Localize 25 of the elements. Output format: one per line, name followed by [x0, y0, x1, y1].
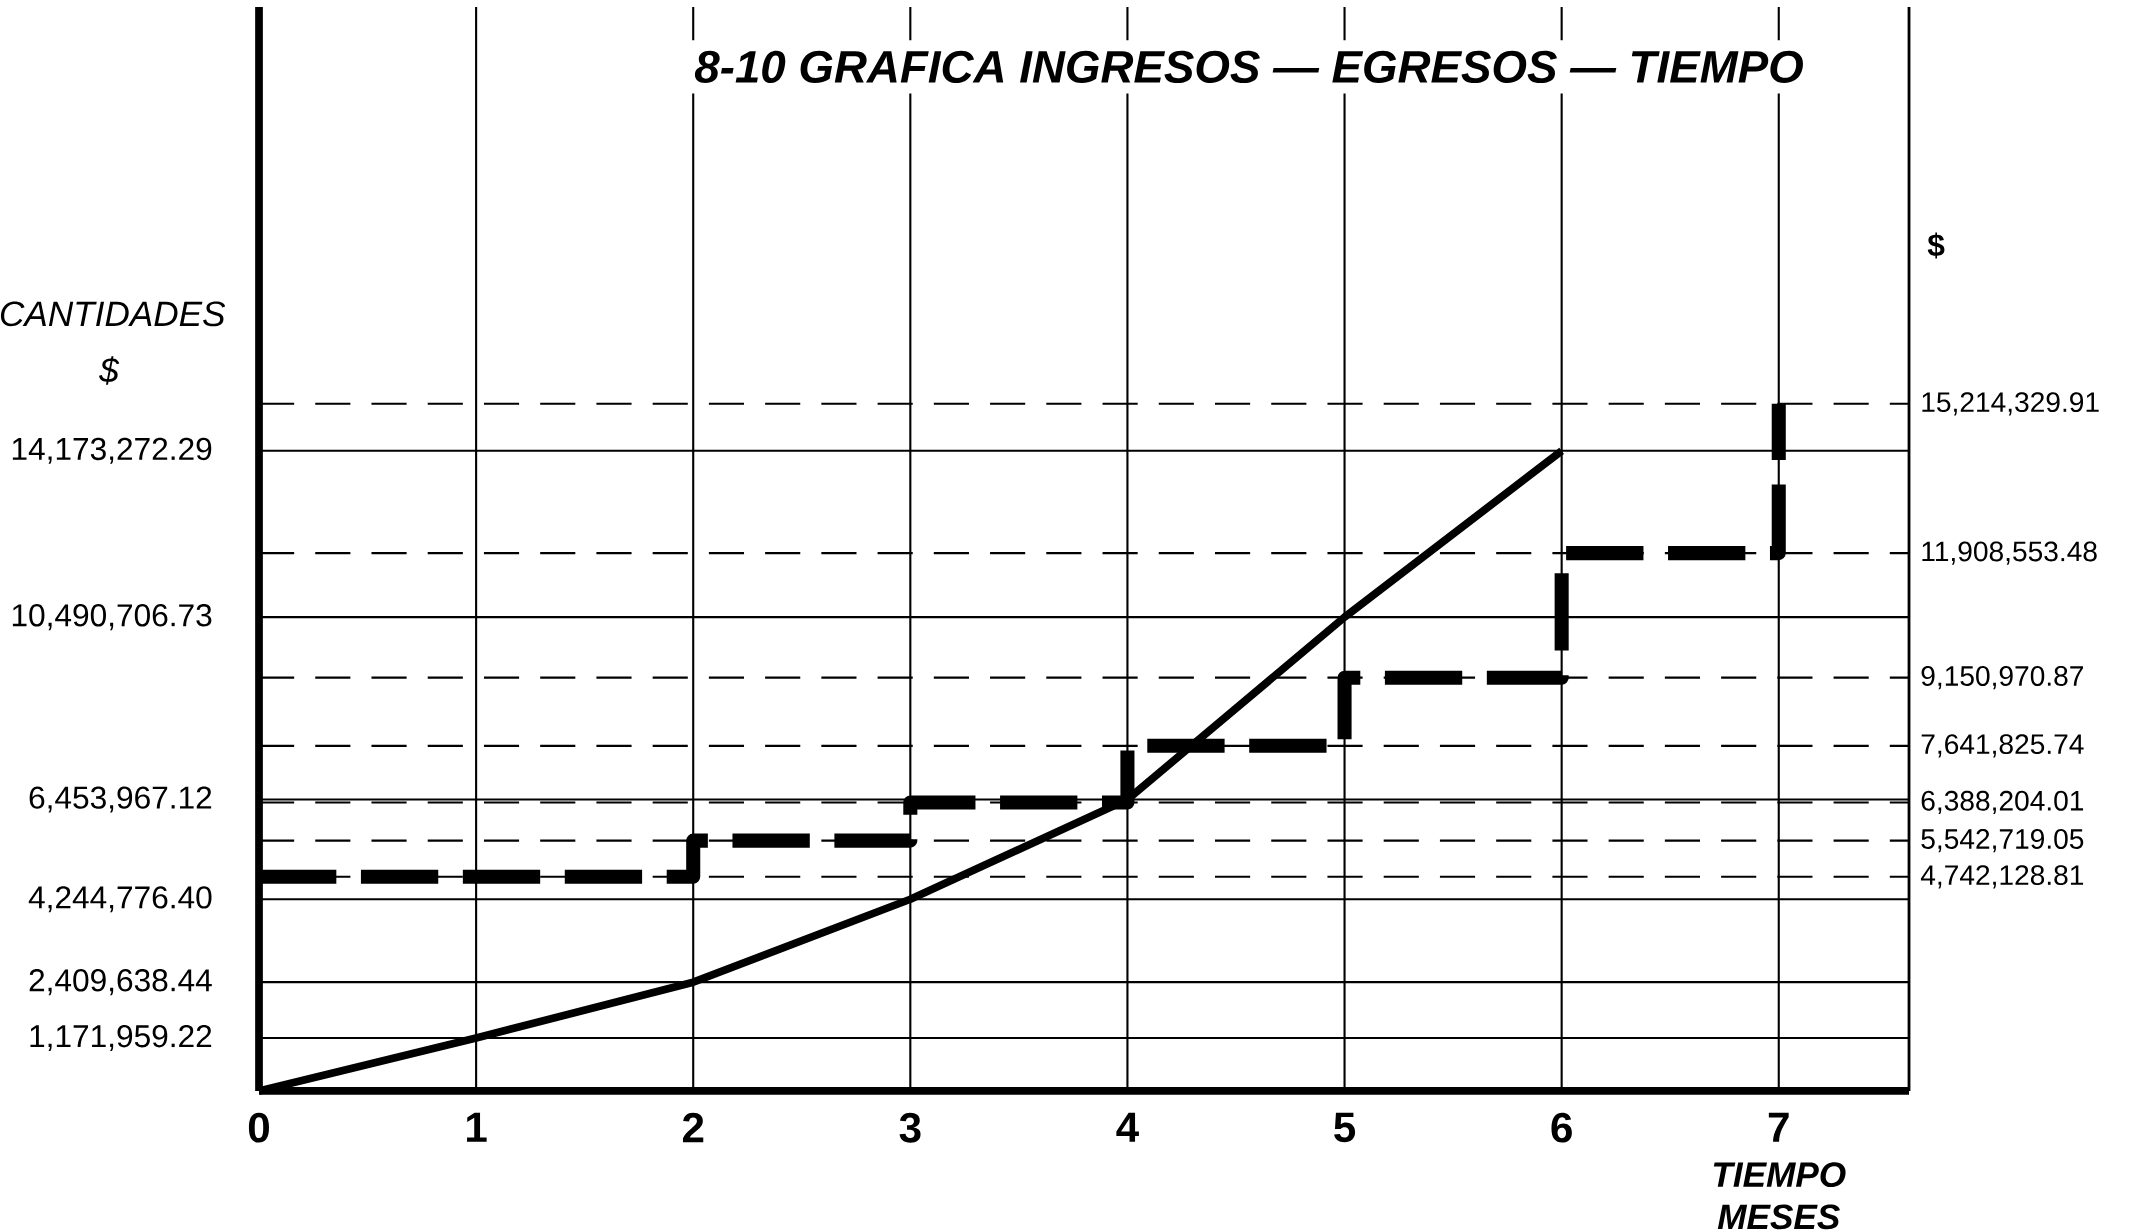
x-tick-label: 5: [1334, 1112, 1356, 1143]
x-axis-title: TIEMPO MESES: [1713, 1162, 1846, 1230]
x-tick-label: 2: [682, 1112, 704, 1143]
y-tick-label: 2,409,638.44: [29, 969, 212, 996]
y2-tick-label: 15,214,329.91: [1922, 392, 2099, 416]
y2-tick-label: 4,742,128.81: [1920, 865, 2084, 889]
x-tick-label: 1: [467, 1112, 487, 1142]
y-tick-label: 6,453,967.12: [29, 786, 212, 813]
y-tick-label: 4,244,776.40: [28, 886, 212, 913]
x-tick-label: 3: [899, 1112, 921, 1143]
x-tick-label: 4: [1116, 1112, 1139, 1142]
y2-tick-label: 6,388,204.01: [1921, 790, 2084, 815]
y2-tick-label: 11,908,553.48: [1922, 541, 2097, 565]
y2-tick-label: 9,150,970.87: [1921, 666, 2083, 690]
y-tick-label: 1,171,959.22: [30, 1024, 212, 1052]
x-tick-label: 6: [1551, 1112, 1572, 1143]
y-tick-label: 14,173,272.29: [12, 437, 212, 464]
text: 8-10 GRAFICA INGRESOS — EGRESOS — TIEMPO: [694, 50, 1803, 84]
y2-axis-title: $: [1927, 232, 1945, 259]
y2-tick-label: 7,641,825.74: [1921, 734, 2084, 758]
y-axis-title: CANTIDADES $: [0, 301, 226, 385]
y2-tick-label: 5,542,719.05: [1921, 829, 2084, 853]
x-tick-label: 7: [1768, 1112, 1789, 1142]
x-tick-label: 0: [248, 1112, 269, 1143]
y-tick-label: 10,490,706.73: [12, 604, 212, 631]
